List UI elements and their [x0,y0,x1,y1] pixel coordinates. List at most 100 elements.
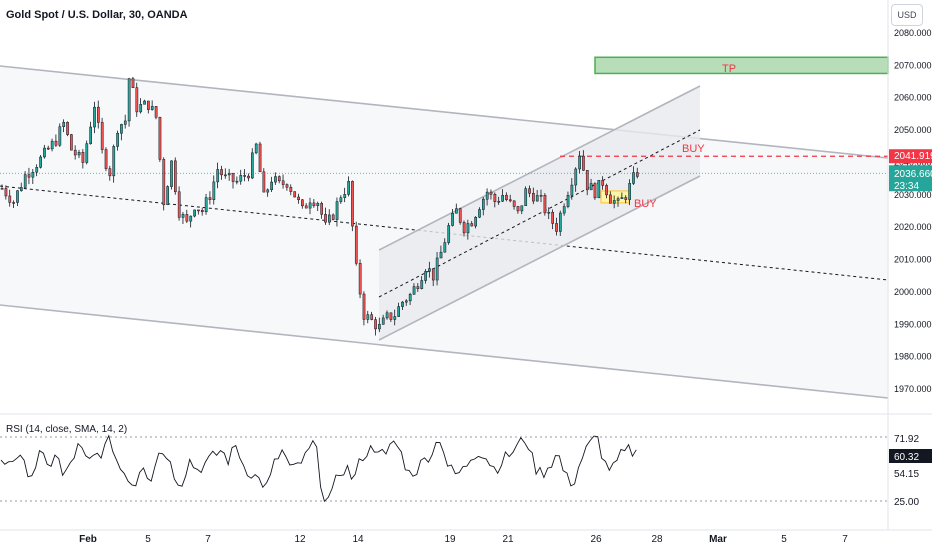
x-tick-label: Mar [709,534,727,545]
candle-body [254,143,258,154]
candle-body [585,170,589,191]
descending-channel-top [0,65,889,159]
candle-body [120,124,123,134]
candle-body [93,106,96,128]
candle-body [174,160,177,193]
candle-body [243,175,247,177]
candle-body [227,173,231,176]
candle-body [0,188,4,190]
candle-body [270,181,273,191]
candle-body [328,214,331,223]
candle-body [401,301,404,307]
candle-body [362,293,366,320]
x-tick-label: 7 [205,534,211,545]
candle-body [104,149,108,169]
candle-body [478,209,481,218]
candle-body [297,196,300,201]
candle-body [43,147,46,158]
last-price-tag [889,165,932,192]
candle-body [197,209,200,212]
currency-button[interactable]: USD [891,4,923,26]
candle-body [177,191,181,218]
x-tick-label: Feb [79,534,97,545]
rsi-value: 60.32 [894,452,919,463]
candle-body [435,257,439,281]
candle-body [428,268,431,272]
candle-body [212,181,216,200]
candle-body [451,213,454,226]
zone-drawings [0,56,889,204]
candle-body [66,122,69,135]
countdown: 23:34 [894,181,919,192]
candle-body [204,197,208,213]
candle-body [335,201,339,220]
candle-body [378,323,381,330]
candle-body [485,191,489,200]
candle-body [574,168,578,186]
candle-body [216,169,220,183]
candle-body [528,188,531,194]
candle-body [193,209,196,217]
candle-body [316,203,320,207]
y-tick-label: 2060.000 [894,93,932,103]
last-price: 2036.660 [894,169,932,180]
x-tick-label: 5 [781,534,787,545]
candle-body [547,211,551,214]
candle-body [605,185,608,196]
candle-body [508,199,512,202]
buy-level-price: 2041.919 [894,151,932,162]
ascending-channel-top [378,85,701,251]
candle-body [285,184,289,188]
rsi-line [0,434,637,503]
candle-body [416,286,420,289]
ascending-channel-bottom [378,175,701,341]
candle-body [108,168,112,177]
candle-body [351,181,354,227]
y-tick-label: 2030.000 [894,190,932,200]
rsi-level-mid: 54.15 [894,469,919,480]
chart-title: Gold Spot / U.S. Dollar, 30, OANDA [6,9,188,21]
candle-body [447,225,451,243]
buy-label-lower: BUY [634,198,657,210]
candle-body [570,184,574,196]
price-series [0,76,639,336]
y-tick-label: 2070.000 [894,60,932,70]
candle-body [27,174,31,178]
candle-body [143,100,146,105]
time-axis: Feb 5 7 12 14 19 21 26 28 Mar 5 7 [0,529,932,545]
candle-body [543,195,547,214]
candle-body [366,314,370,320]
candle-body [624,197,628,200]
candle-body [397,306,400,317]
candle-body [393,316,397,320]
candle-body [628,183,631,200]
candle-body [301,199,304,207]
candle-body [343,194,347,198]
candle-body [23,174,27,188]
candle-body [559,212,562,232]
candle-body [555,223,558,232]
candle-body [166,186,170,206]
candle-body [139,104,143,113]
candle-body [85,143,89,163]
candle-body [320,203,323,215]
candle-body [374,319,377,330]
x-tick-label: 14 [352,534,364,545]
candle-body [154,106,158,118]
candle-body [516,206,520,212]
candle-body [482,198,485,210]
candle-body [424,271,427,281]
candle-body [251,152,254,179]
rsi-title: RSI (14, close, SMA, 14, 2) [6,424,128,435]
candle-body [470,223,474,227]
candle-body [381,317,385,325]
candle-body [589,183,593,191]
candle-body [489,191,493,195]
y-tick-label: 2010.000 [894,255,932,265]
y-tick-label: 1980.000 [894,352,932,362]
candle-body [54,140,58,146]
candle-body [62,122,66,127]
candle-body [562,206,566,214]
candle-body [281,180,285,185]
